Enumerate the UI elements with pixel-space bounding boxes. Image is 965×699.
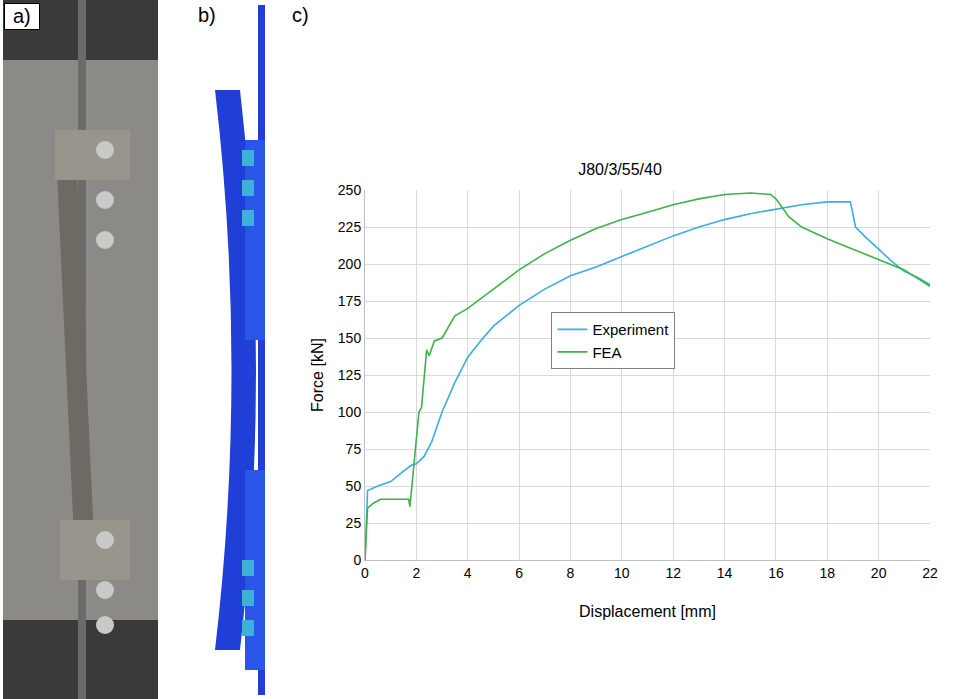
svg-text:0: 0	[353, 552, 361, 568]
svg-text:150: 150	[338, 330, 362, 346]
svg-text:50: 50	[346, 478, 362, 494]
svg-text:250: 250	[338, 182, 362, 198]
svg-text:100: 100	[338, 404, 362, 420]
svg-text:10: 10	[614, 565, 630, 581]
svg-text:12: 12	[665, 565, 681, 581]
svg-text:14: 14	[717, 565, 733, 581]
html-text:c): c)	[292, 4, 309, 26]
svg-text:6: 6	[515, 565, 523, 581]
svg-text:20: 20	[871, 565, 887, 581]
svg-text:4: 4	[464, 565, 472, 581]
svg-text:8: 8	[567, 565, 575, 581]
svg-text:FEA: FEA	[592, 344, 621, 361]
svg-text:175: 175	[338, 293, 362, 309]
svg-text:2: 2	[412, 565, 420, 581]
svg-text:18: 18	[819, 565, 835, 581]
svg-text:75: 75	[346, 441, 362, 457]
svg-text:J80/3/55/40: J80/3/55/40	[578, 161, 662, 178]
svg-text:Experiment: Experiment	[592, 321, 669, 338]
svg-text:Displacement [mm]: Displacement [mm]	[579, 603, 716, 620]
svg-text:225: 225	[338, 219, 362, 235]
html-text:b): b)	[198, 4, 216, 26]
svg-text:16: 16	[768, 565, 784, 581]
svg-text:0: 0	[361, 565, 369, 581]
svg-text:125: 125	[338, 367, 362, 383]
svg-text:22: 22	[922, 565, 938, 581]
html-text:a): a)	[13, 5, 31, 27]
svg-text:200: 200	[338, 256, 362, 272]
svg-text:Force [kN]: Force [kN]	[309, 338, 326, 412]
svg-text:25: 25	[346, 515, 362, 531]
